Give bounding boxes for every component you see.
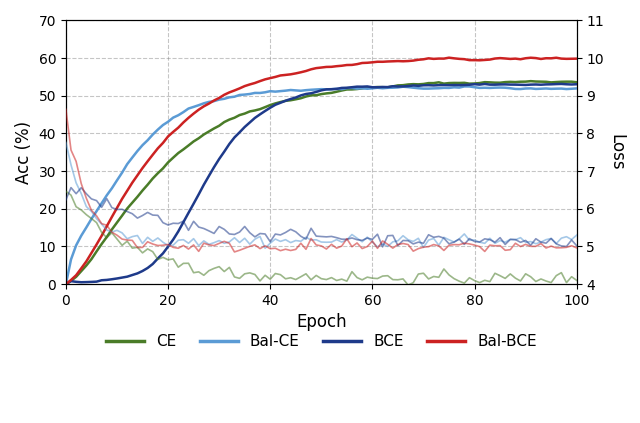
- Bal-BCE: [190, 111, 198, 116]
- BCE: [445, 82, 453, 88]
- Y-axis label: Loss: Loss: [607, 134, 625, 170]
- Bal-BCE: [98, 233, 106, 238]
- Legend: CE, Bal-CE, BCE, Bal-BCE: CE, Bal-CE, BCE, Bal-BCE: [100, 328, 543, 355]
- Bal-CE: [420, 86, 428, 91]
- Bal-BCE: [297, 70, 305, 75]
- CE: [445, 80, 453, 85]
- CE: [98, 242, 106, 247]
- CE: [297, 96, 305, 101]
- Bal-CE: [62, 282, 70, 287]
- Bal-BCE: [420, 57, 428, 62]
- X-axis label: Epoch: Epoch: [296, 313, 347, 331]
- Bal-BCE: [573, 56, 580, 61]
- Bal-CE: [369, 86, 376, 91]
- BCE: [297, 93, 305, 98]
- BCE: [557, 81, 565, 86]
- CE: [369, 85, 376, 90]
- Line: CE: CE: [66, 81, 577, 284]
- Bal-CE: [573, 86, 580, 91]
- Bal-BCE: [451, 56, 458, 61]
- Line: Bal-BCE: Bal-BCE: [66, 58, 577, 284]
- CE: [190, 139, 198, 144]
- CE: [62, 282, 70, 287]
- Bal-CE: [98, 201, 106, 206]
- Bal-CE: [297, 88, 305, 93]
- Bal-BCE: [445, 55, 453, 60]
- CE: [420, 82, 428, 87]
- Bal-CE: [190, 104, 198, 110]
- CE: [527, 79, 534, 84]
- BCE: [190, 201, 198, 206]
- BCE: [98, 278, 106, 283]
- Bal-BCE: [62, 282, 70, 287]
- CE: [573, 80, 580, 85]
- BCE: [573, 82, 580, 87]
- Line: BCE: BCE: [66, 84, 577, 284]
- Bal-CE: [445, 85, 453, 91]
- Y-axis label: Acc (%): Acc (%): [15, 121, 33, 184]
- Bal-BCE: [369, 60, 376, 65]
- Bal-CE: [461, 84, 468, 89]
- BCE: [369, 85, 376, 90]
- BCE: [62, 282, 70, 287]
- BCE: [420, 83, 428, 88]
- Line: Bal-CE: Bal-CE: [66, 86, 577, 284]
